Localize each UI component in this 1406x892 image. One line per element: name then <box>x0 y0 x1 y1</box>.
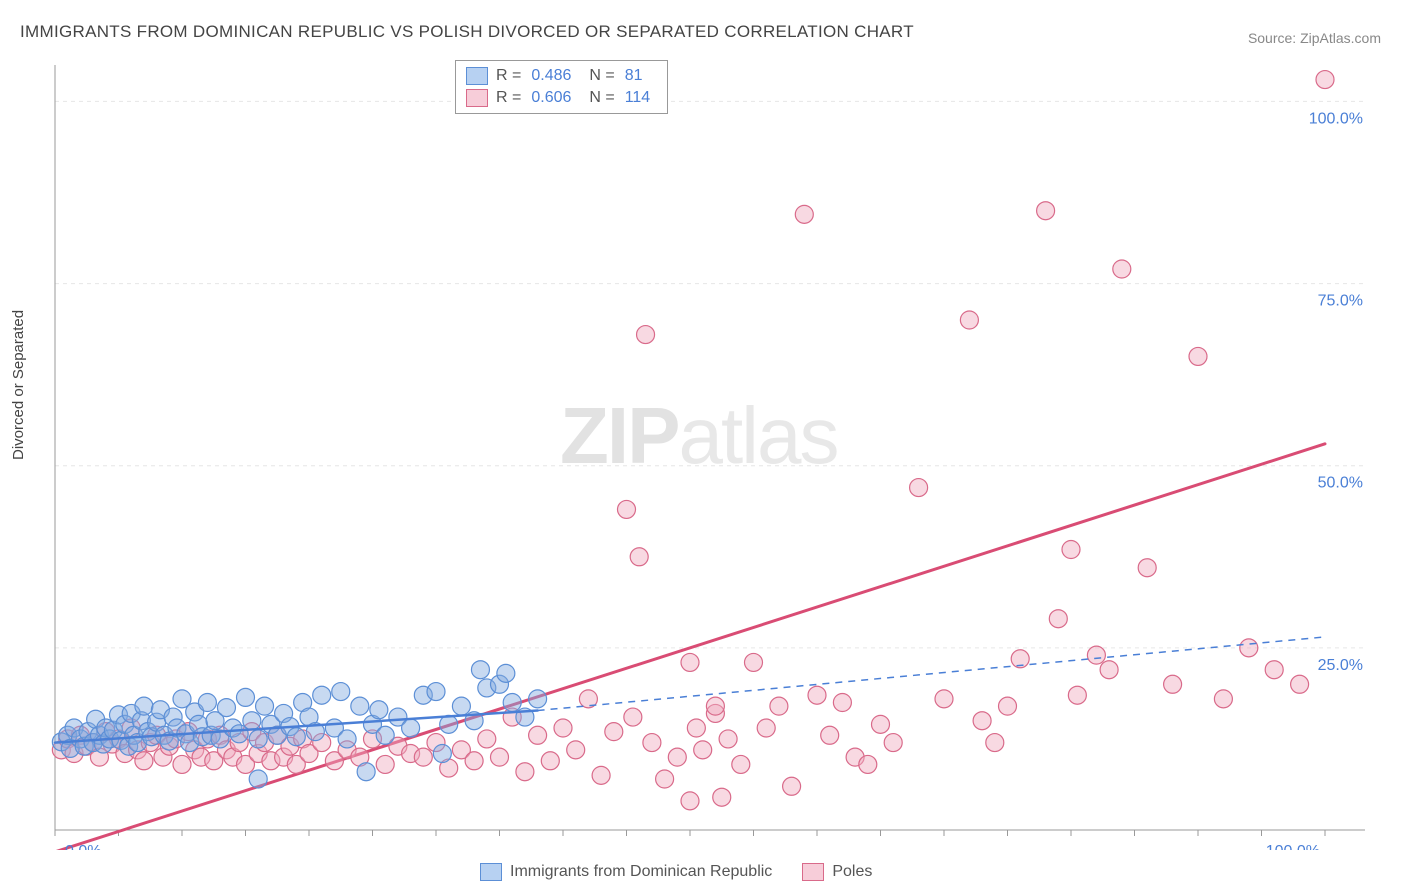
svg-text:100.0%: 100.0% <box>1309 110 1363 127</box>
legend-item: Poles <box>802 863 872 881</box>
source-label: Source: ZipAtlas.com <box>1248 30 1381 46</box>
legend-n-value: 114 <box>623 87 657 109</box>
y-axis-label: Divorced or Separated <box>10 310 27 460</box>
scatter-plot: 25.0% 50.0% 75.0% 100.0% 0.0% 100.0% <box>50 60 1370 850</box>
svg-text:100.0%: 100.0% <box>1266 843 1320 850</box>
legend-n-label: N = <box>589 65 614 87</box>
svg-text:50.0%: 50.0% <box>1318 475 1363 492</box>
legend-row: R = 0.606 N = 114 <box>466 87 657 109</box>
svg-text:25.0%: 25.0% <box>1318 657 1363 674</box>
legend-r-label: R = <box>496 87 521 109</box>
legend-r-label: R = <box>496 65 521 87</box>
legend-swatch <box>480 863 502 881</box>
svg-text:75.0%: 75.0% <box>1318 293 1363 310</box>
legend-swatch <box>466 67 488 85</box>
legend-r-value: 0.606 <box>529 87 581 109</box>
legend-label: Immigrants from Dominican Republic <box>510 863 772 881</box>
legend-item: Immigrants from Dominican Republic <box>480 863 772 881</box>
legend-r-value: 0.486 <box>529 65 581 87</box>
legend-correlation: R = 0.486 N = 81 R = 0.606 N = 114 <box>455 60 668 114</box>
chart-title: IMMIGRANTS FROM DOMINICAN REPUBLIC VS PO… <box>20 22 914 42</box>
legend-n-value: 81 <box>623 65 657 87</box>
legend-series: Immigrants from Dominican Republic Poles <box>480 863 872 881</box>
legend-swatch <box>802 863 824 881</box>
legend-swatch <box>466 89 488 107</box>
svg-text:0.0%: 0.0% <box>65 843 101 850</box>
legend-row: R = 0.486 N = 81 <box>466 65 657 87</box>
legend-label: Poles <box>832 863 872 881</box>
legend-n-label: N = <box>589 87 614 109</box>
